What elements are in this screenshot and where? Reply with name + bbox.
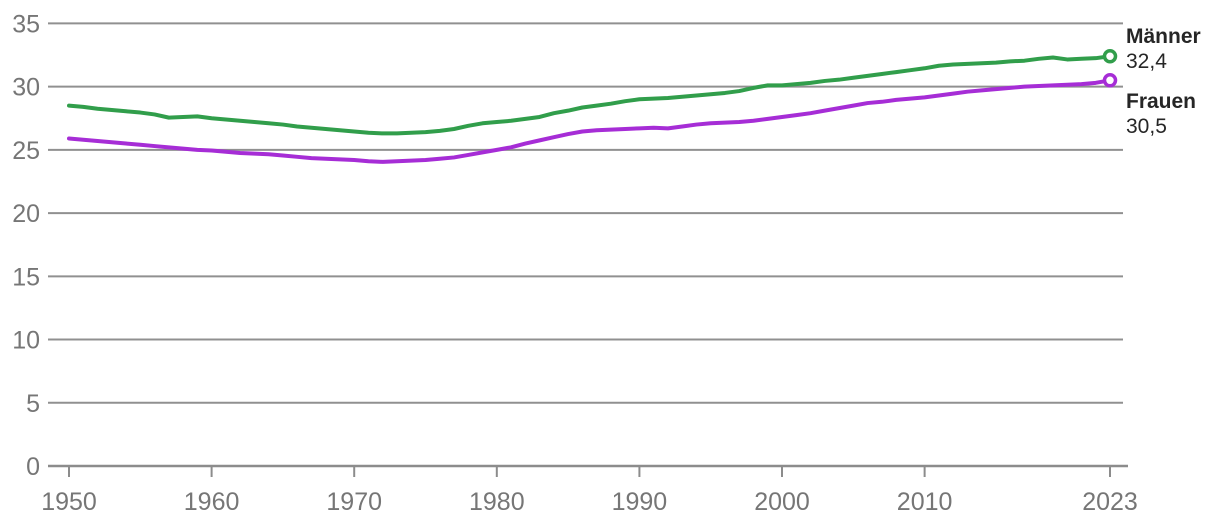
- x-tick-label-2010: 2010: [897, 488, 953, 516]
- y-tick-label-0: 0: [26, 453, 40, 481]
- x-tick-label-1950: 1950: [41, 488, 97, 516]
- series-line-frauen[interactable]: [67, 78, 1112, 164]
- y-tick-label-5: 5: [26, 390, 40, 418]
- y-tick-label-30: 30: [12, 74, 40, 102]
- series-endpoint-frauen[interactable]: [1102, 73, 1118, 88]
- y-tick-label-35: 35: [12, 10, 40, 38]
- x-tick-label-1970: 1970: [326, 488, 382, 516]
- series-endpoint-maenner[interactable]: [1102, 49, 1118, 64]
- x-tick-label-1960: 1960: [184, 488, 240, 516]
- x-tick-label-1990: 1990: [612, 488, 668, 516]
- series-line-maenner[interactable]: [67, 54, 1112, 136]
- x-tick-label-2000: 2000: [754, 488, 810, 516]
- y-tick-label-25: 25: [12, 137, 40, 165]
- y-tick-label-20: 20: [12, 200, 40, 228]
- y-tick-label-15: 15: [12, 263, 40, 291]
- y-tick-label-10: 10: [12, 327, 40, 355]
- x-tick-label-1980: 1980: [469, 488, 525, 516]
- x-tick-label-2023: 2023: [1082, 488, 1138, 516]
